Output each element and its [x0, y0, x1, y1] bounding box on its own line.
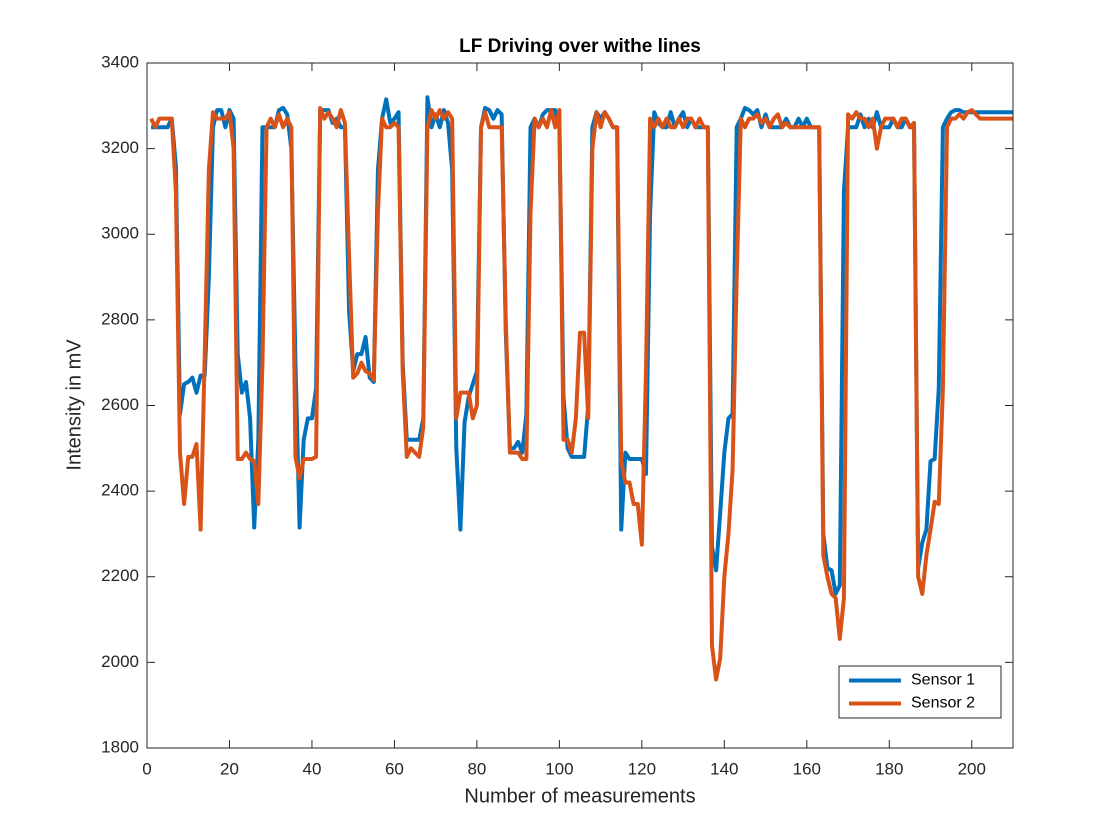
plot-area: [147, 63, 1013, 748]
x-tick-label: 200: [958, 759, 986, 778]
y-tick-label: 1800: [101, 737, 139, 756]
y-tick-label: 2200: [101, 566, 139, 585]
y-tick-label: 2000: [101, 652, 139, 671]
legend-label: Sensor 2: [911, 695, 975, 712]
y-tick-label: 3000: [101, 224, 139, 243]
y-tick-label: 3400: [101, 52, 139, 71]
y-tick-label: 3200: [101, 138, 139, 157]
x-tick-label: 120: [628, 759, 656, 778]
x-tick-label: 40: [302, 759, 321, 778]
y-tick-label: 2600: [101, 395, 139, 414]
x-axis-label: Number of measurements: [464, 785, 695, 807]
series-line: [149, 105, 1013, 682]
chart-title: LF Driving over withe lines: [459, 36, 701, 57]
x-tick-label: 140: [710, 759, 738, 778]
axes-box: [146, 62, 1014, 749]
x-tick-label: 180: [875, 759, 903, 778]
x-tick-label: 100: [545, 759, 573, 778]
y-axis-label: Intensity in mV: [63, 339, 85, 471]
y-tick-label: 2400: [101, 481, 139, 500]
legend-box: [838, 665, 1002, 719]
x-tick-label: 60: [385, 759, 404, 778]
x-tick-label: 20: [220, 759, 239, 778]
x-tick-label: 80: [467, 759, 486, 778]
legend-label: Sensor 1: [911, 672, 975, 689]
x-tick-label: 160: [793, 759, 821, 778]
y-tick-label: 2800: [101, 309, 139, 328]
x-tick-label: 0: [142, 759, 151, 778]
